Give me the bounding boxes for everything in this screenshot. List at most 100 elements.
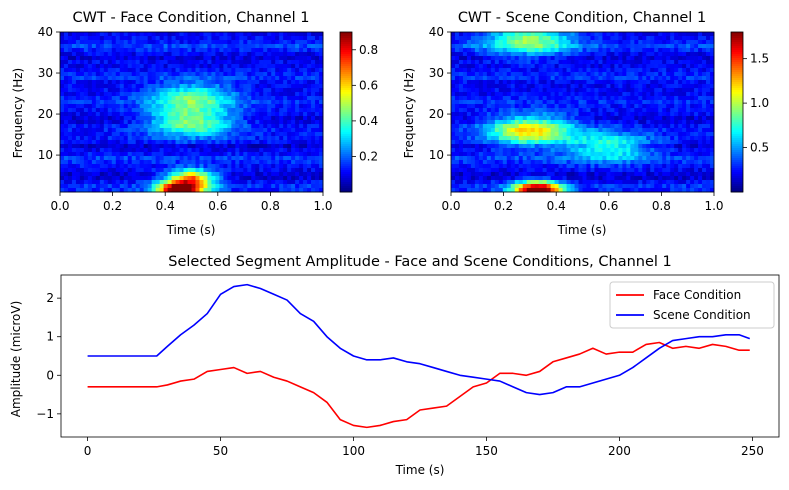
heatmap-cell	[654, 156, 659, 161]
heatmap-cell	[195, 176, 200, 181]
heatmap-cell	[251, 32, 256, 37]
heatmap-cell	[71, 44, 77, 49]
heatmap-cell	[554, 56, 559, 61]
heatmap-cell	[187, 88, 192, 93]
heatmap-cell	[183, 96, 188, 101]
heatmap-cell	[690, 72, 695, 77]
heatmap-cell	[283, 36, 288, 41]
heatmap-cell	[482, 52, 488, 57]
heatmap-cell	[510, 140, 516, 145]
heatmap-cell	[610, 48, 615, 53]
heatmap-cell	[550, 104, 555, 109]
heatmap-cell	[195, 60, 200, 65]
heatmap-cell	[554, 80, 559, 85]
heatmap-cell	[546, 88, 552, 93]
heatmap-cell	[638, 104, 643, 109]
heatmap-cell	[538, 40, 544, 45]
heatmap-cell	[211, 132, 216, 137]
heatmap-cell	[482, 84, 488, 89]
colorbar-segment	[340, 122, 352, 125]
heatmap-cell	[666, 136, 671, 141]
heatmap-cell	[494, 144, 500, 149]
heatmap-cell	[143, 124, 149, 129]
heatmap-cell	[155, 80, 161, 85]
heatmap-cell	[243, 84, 248, 89]
heatmap-cell	[530, 44, 536, 49]
heatmap-cell	[594, 144, 599, 149]
heatmap-cell	[271, 40, 276, 45]
heatmap-cell	[303, 148, 308, 153]
heatmap-cell	[295, 116, 300, 121]
heatmap-cell	[590, 48, 595, 53]
heatmap-cell	[267, 52, 272, 57]
heatmap-cell	[243, 132, 248, 137]
heatmap-cell	[482, 88, 488, 93]
heatmap-cell	[139, 48, 145, 53]
heatmap-cell	[566, 160, 571, 165]
heatmap-cell	[614, 116, 619, 121]
heatmap-cell	[227, 176, 232, 181]
heatmap-cell	[111, 112, 117, 117]
heatmap-cell	[638, 160, 643, 165]
heatmap-cell	[79, 80, 85, 85]
heatmap-cell	[91, 40, 97, 45]
heatmap-cell	[526, 156, 532, 161]
scene-cwt-panel: CWT - Scene Condition, Channel 1 Frequen…	[402, 10, 769, 237]
heatmap-cell	[143, 152, 149, 157]
heatmap-cell	[143, 104, 149, 109]
heatmap-cell	[690, 92, 695, 97]
heatmap-cell	[315, 100, 320, 105]
heatmap-cell	[610, 144, 615, 149]
heatmap-cell	[287, 100, 292, 105]
heatmap-cell	[203, 92, 208, 97]
heatmap-cell	[510, 136, 516, 141]
heatmap-cell	[319, 76, 324, 81]
heatmap-cell	[622, 48, 627, 53]
heatmap-cell	[590, 156, 595, 161]
heatmap-cell	[534, 136, 540, 141]
heatmap-cell	[95, 32, 101, 37]
heatmap-cell	[167, 124, 172, 129]
heatmap-cell	[203, 88, 208, 93]
heatmap-cell	[546, 144, 552, 149]
heatmap-cell	[686, 32, 691, 37]
heatmap-cell	[586, 64, 591, 69]
heatmap-cell	[123, 76, 129, 81]
heatmap-cell	[83, 176, 89, 181]
heatmap-cell	[658, 68, 663, 73]
heatmap-cell	[630, 32, 635, 37]
heatmap-cell	[191, 32, 196, 37]
heatmap-cell	[626, 164, 631, 169]
heatmap-cell	[243, 172, 248, 177]
heatmap-cell	[107, 84, 113, 89]
heatmap-cell	[650, 104, 655, 109]
heatmap-cell	[275, 56, 280, 61]
heatmap-cell	[686, 152, 691, 157]
heatmap-cell	[490, 44, 496, 49]
heatmap-cell	[526, 140, 532, 145]
heatmap-cell	[486, 88, 492, 93]
heatmap-cell	[63, 36, 69, 41]
heatmap-cell	[251, 136, 256, 141]
heatmap-cell	[235, 76, 240, 81]
heatmap-cell	[602, 40, 607, 45]
heatmap-cell	[634, 144, 639, 149]
heatmap-cell	[466, 116, 472, 121]
x-tick-label: 0.2	[103, 199, 122, 213]
heatmap-cell	[171, 32, 176, 37]
heatmap-cell	[706, 108, 711, 113]
heatmap-cell	[303, 64, 308, 69]
heatmap-cell	[307, 84, 312, 89]
heatmap-cell	[522, 44, 528, 49]
heatmap-cell	[75, 100, 81, 105]
colorbar-segment	[340, 90, 352, 93]
heatmap-cell	[542, 136, 548, 141]
heatmap-cell	[622, 108, 627, 113]
heatmap-cell	[147, 152, 153, 157]
heatmap-cell	[494, 48, 500, 53]
heatmap-cell	[558, 56, 563, 61]
heatmap-cell	[131, 128, 137, 133]
heatmap-cell	[514, 44, 520, 49]
heatmap-cell	[143, 148, 149, 153]
heatmap-cell	[602, 116, 607, 121]
